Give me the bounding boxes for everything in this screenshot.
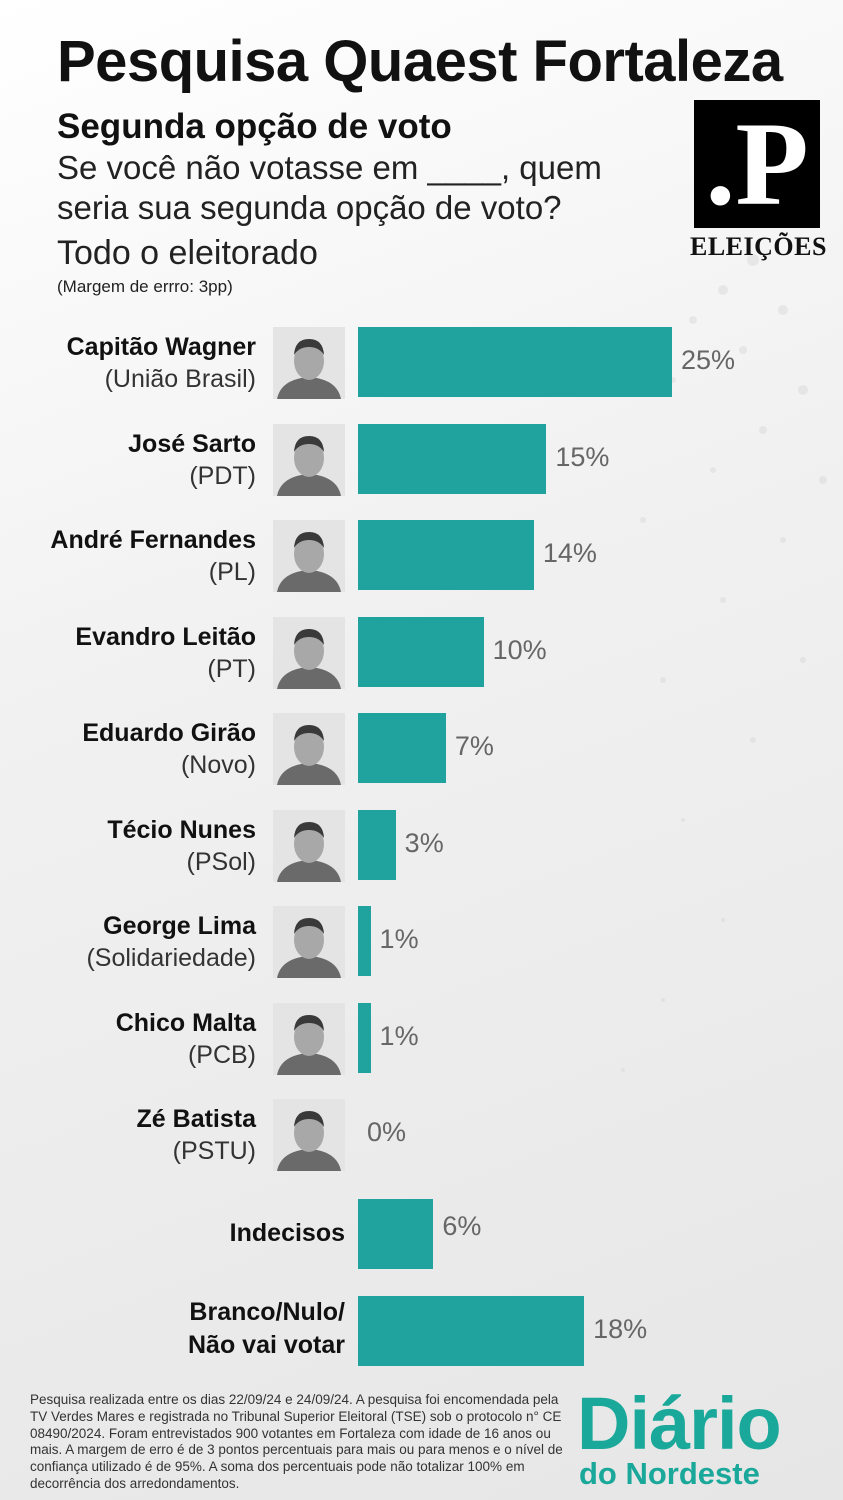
decorative-dot-pattern [621, 254, 827, 1072]
data-label: 14% [542, 538, 597, 568]
candidate-photo [273, 809, 345, 882]
candidate-party: (PSTU) [172, 1137, 256, 1165]
bar [358, 616, 484, 687]
candidate-photo [273, 1099, 345, 1171]
brand-logo-line1: Diário [577, 1382, 782, 1465]
candidate-name: Chico Malta [115, 1008, 256, 1037]
data-label: 25% [681, 345, 736, 375]
candidate-name: André Fernandes [50, 526, 256, 554]
candidate-name: Capitão Wagner [66, 333, 256, 361]
candidate-party: (PCB) [187, 1040, 256, 1069]
other-label-line2: Não vai votar [187, 1331, 345, 1359]
logo-caption: ELEIÇÕES [690, 232, 827, 261]
candidate-row: Capitão Wagner (União Brasil) 25% [0, 327, 843, 399]
other-label-line1: Branco/Nulo/ [189, 1298, 345, 1326]
candidate-row: José Sarto (PDT) 15% [0, 423, 843, 496]
bar [358, 1199, 434, 1269]
data-label: 3% [404, 827, 444, 858]
candidate-photo [273, 616, 345, 689]
candidate-name: Eduardo Girão [82, 719, 256, 747]
candidate-row: Chico Malta (PCB) 1% [0, 1002, 843, 1075]
bar [358, 1296, 585, 1366]
candidate-name: Técio Nunes [107, 815, 256, 844]
data-label: 0% [367, 1117, 407, 1147]
candidate-photo [273, 423, 345, 496]
candidate-party: (Novo) [180, 751, 256, 779]
data-label: 10% [492, 634, 547, 665]
chart-subtitle: Segunda opção de voto [57, 107, 452, 146]
bar [358, 906, 371, 976]
bar [358, 713, 446, 783]
bar [358, 520, 534, 590]
data-label: 1% [379, 924, 419, 954]
bar [358, 423, 547, 494]
other-row: Indecisos 6% [0, 1199, 843, 1269]
candidate-photo [273, 906, 345, 978]
candidate-name: Zé Batista [136, 1105, 256, 1133]
page-title: Pesquisa Quaest Fortaleza [57, 29, 783, 94]
survey-question: Se você não votasse em ____, quem seria … [57, 149, 602, 226]
bar [358, 1002, 371, 1073]
data-label: 7% [454, 731, 494, 761]
candidate-row: Técio Nunes (PSol) 3% [0, 809, 843, 882]
candidate-photo [273, 520, 345, 592]
bar [358, 809, 396, 880]
candidate-party: (PDT) [189, 461, 256, 490]
other-label: Indecisos [229, 1219, 345, 1247]
candidate-row: André Fernandes (PL) 14% [0, 520, 843, 592]
candidate-photo [273, 327, 345, 399]
candidate-party: (Solidariedade) [86, 944, 256, 972]
bar [358, 327, 672, 397]
candidate-party: (PSol) [186, 847, 256, 876]
candidate-party: (PL) [208, 558, 256, 586]
candidate-photo [273, 1002, 345, 1075]
candidate-row: Eduardo Girão (Novo) 7% [0, 713, 843, 785]
op-povo-logo: .P [694, 100, 820, 228]
data-label: 15% [555, 441, 610, 472]
data-label: 18% [593, 1314, 648, 1344]
candidate-name: José Sarto [128, 429, 256, 458]
candidate-party: (PT) [207, 654, 256, 683]
candidate-row: Evandro Leitão (PT) 10% [0, 616, 843, 689]
candidate-row: George Lima (Solidariedade) 1% [0, 906, 843, 978]
candidate-photo [273, 713, 345, 785]
brand-logo-line2: do Nordeste [579, 1456, 760, 1491]
data-label: 1% [379, 1020, 419, 1051]
candidate-party: (União Brasil) [104, 365, 256, 393]
candidate-name: George Lima [103, 912, 256, 940]
other-row: Branco/Nulo/Não vai votar 18% [0, 1296, 843, 1366]
data-label: 6% [442, 1211, 482, 1241]
margin-of-error: (Margem de errro: 3pp) [57, 277, 233, 296]
methodology-footnote: Pesquisa realizada entre os dias 22/09/2… [30, 1392, 563, 1491]
survey-universe: Todo o eleitorado [57, 234, 318, 272]
candidate-name: Evandro Leitão [75, 622, 256, 651]
candidate-row: Zé Batista (PSTU) 0% [0, 1099, 843, 1171]
